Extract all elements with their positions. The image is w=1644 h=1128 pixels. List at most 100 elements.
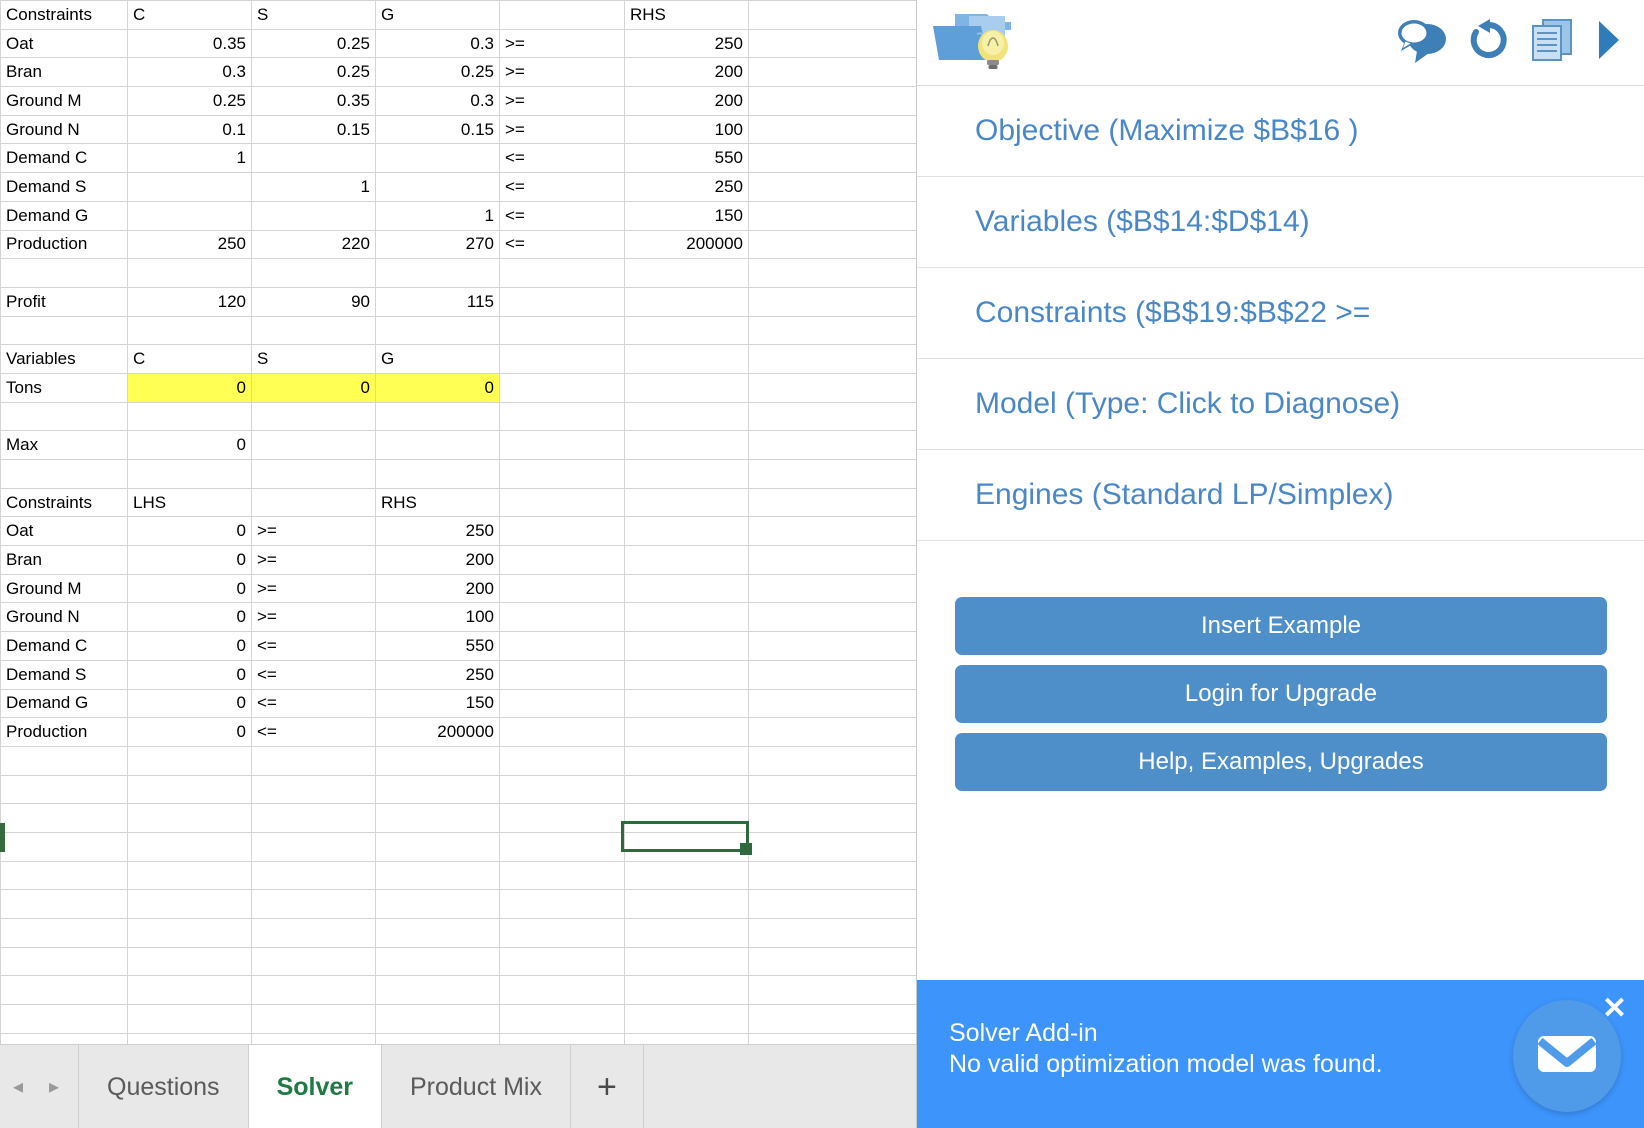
grid-cell[interactable]: 200 <box>375 545 500 575</box>
grid-cell[interactable] <box>748 373 916 403</box>
grid-cell[interactable] <box>0 889 128 919</box>
grid-cell[interactable] <box>127 918 252 948</box>
grid-cell[interactable] <box>251 258 376 288</box>
grid-cell[interactable]: Bran <box>0 57 128 88</box>
grid-cell[interactable] <box>0 258 128 288</box>
grid-cell[interactable]: <= <box>499 172 625 202</box>
grid-cell[interactable] <box>748 660 916 690</box>
grid-cell[interactable] <box>748 1033 916 1044</box>
grid-cell[interactable]: Demand S <box>0 172 128 202</box>
grid-cell[interactable] <box>0 861 128 891</box>
grid-cell[interactable]: Max <box>0 430 128 460</box>
grid-cell[interactable]: 0.35 <box>127 29 252 59</box>
grid-cell[interactable]: 150 <box>624 201 749 231</box>
grid-cell[interactable] <box>251 918 376 948</box>
grid-cell[interactable] <box>624 287 749 317</box>
grid-cell[interactable]: <= <box>251 717 376 747</box>
grid-cell[interactable] <box>748 115 916 145</box>
grid-cell[interactable]: Bran <box>0 545 128 575</box>
grid-cell[interactable] <box>748 947 916 977</box>
grid-cell[interactable] <box>624 889 749 919</box>
grid-cell[interactable] <box>127 775 252 805</box>
grid-cell[interactable]: >= <box>499 57 625 88</box>
grid-cell[interactable] <box>624 1004 749 1034</box>
grid-cell[interactable] <box>375 143 500 174</box>
grid-cell[interactable] <box>624 344 749 374</box>
grid-cell[interactable]: 250 <box>624 172 749 202</box>
grid-cell[interactable] <box>499 574 625 604</box>
grid-cell[interactable]: Ground N <box>0 602 128 633</box>
insert-example-button[interactable]: Insert Example <box>955 597 1607 655</box>
grid-cell[interactable] <box>499 402 625 432</box>
grid-cell[interactable] <box>499 889 625 919</box>
spreadsheet-grid[interactable]: Constraints C S G RHS Oat 0.35 0.25 0.3 >= 250 Bran… <box>0 0 916 1044</box>
grid-cell[interactable] <box>499 488 625 518</box>
grid-cell[interactable] <box>127 1004 252 1034</box>
grid-cell[interactable] <box>499 631 625 661</box>
grid-cell[interactable] <box>748 516 916 547</box>
grid-cell[interactable] <box>499 975 625 1006</box>
grid-cell[interactable]: Constraints <box>0 0 128 30</box>
grid-cell[interactable]: 250 <box>375 516 500 547</box>
grid-cell[interactable]: 250 <box>375 660 500 690</box>
grid-cell[interactable] <box>0 832 128 862</box>
grid-cell[interactable]: 200 <box>624 57 749 88</box>
grid-cell[interactable]: 0.25 <box>251 29 376 59</box>
solver-menu-item-constraints[interactable]: Constraints ($B$19:$B$22 >= <box>917 268 1644 359</box>
grid-cell[interactable] <box>375 889 500 919</box>
grid-cell[interactable] <box>499 660 625 690</box>
grid-cell[interactable] <box>624 631 749 661</box>
grid-cell[interactable] <box>624 660 749 690</box>
grid-cell[interactable] <box>251 746 376 776</box>
grid-cell[interactable] <box>624 832 749 862</box>
grid-cell[interactable] <box>624 430 749 460</box>
grid-cell[interactable] <box>251 459 376 489</box>
grid-cell[interactable] <box>748 143 916 174</box>
grid-cell[interactable] <box>748 746 916 776</box>
grid-cell[interactable] <box>748 861 916 891</box>
grid-cell[interactable] <box>0 975 128 1006</box>
grid-cell[interactable] <box>127 861 252 891</box>
grid-cell[interactable] <box>499 861 625 891</box>
solver-menu-item-variables[interactable]: Variables ($B$14:$D$14) <box>917 177 1644 268</box>
grid-cell[interactable]: 250 <box>127 230 252 260</box>
grid-cell[interactable]: Constraints <box>0 488 128 518</box>
grid-cell[interactable] <box>499 287 625 317</box>
grid-cell[interactable] <box>748 430 916 460</box>
grid-cell[interactable] <box>251 889 376 919</box>
grid-cell[interactable] <box>748 0 916 30</box>
prev-sheet-arrow-icon[interactable]: ◂ <box>12 1076 24 1098</box>
grid-cell[interactable] <box>0 316 128 346</box>
grid-cell[interactable] <box>375 746 500 776</box>
grid-cell[interactable] <box>499 602 625 633</box>
grid-cell[interactable]: 0.35 <box>251 86 376 116</box>
grid-cell[interactable] <box>499 689 625 719</box>
grid-cell[interactable] <box>127 402 252 432</box>
grid-cell[interactable]: Production <box>0 717 128 747</box>
grid-cell[interactable]: 0 <box>127 660 252 690</box>
grid-cell[interactable] <box>624 459 749 489</box>
grid-cell[interactable]: 0.1 <box>127 115 252 145</box>
grid-cell[interactable]: 270 <box>375 230 500 260</box>
grid-cell[interactable] <box>375 459 500 489</box>
grid-cell[interactable] <box>499 516 625 547</box>
grid-cell[interactable]: 0.25 <box>251 57 376 88</box>
solver-menu-item-engines[interactable]: Engines (Standard LP/Simplex) <box>917 450 1644 541</box>
grid-cell[interactable]: >= <box>499 86 625 116</box>
grid-cell[interactable] <box>748 201 916 231</box>
grid-cell[interactable] <box>499 746 625 776</box>
grid-cell[interactable]: 0 <box>127 574 252 604</box>
grid-cell[interactable]: <= <box>251 660 376 690</box>
grid-cell[interactable] <box>748 344 916 374</box>
grid-cell[interactable]: 115 <box>375 287 500 317</box>
grid-cell[interactable] <box>624 574 749 604</box>
grid-cell[interactable]: 0.3 <box>375 86 500 116</box>
grid-cell[interactable]: <= <box>251 689 376 719</box>
grid-cell[interactable] <box>375 430 500 460</box>
grid-cell[interactable] <box>251 430 376 460</box>
grid-cell[interactable] <box>127 746 252 776</box>
solver-menu-item-objective[interactable]: Objective (Maximize $B$16 ) <box>917 86 1644 177</box>
grid-cell[interactable] <box>624 602 749 633</box>
grid-cell[interactable] <box>251 402 376 432</box>
grid-cell[interactable]: Demand G <box>0 201 128 231</box>
